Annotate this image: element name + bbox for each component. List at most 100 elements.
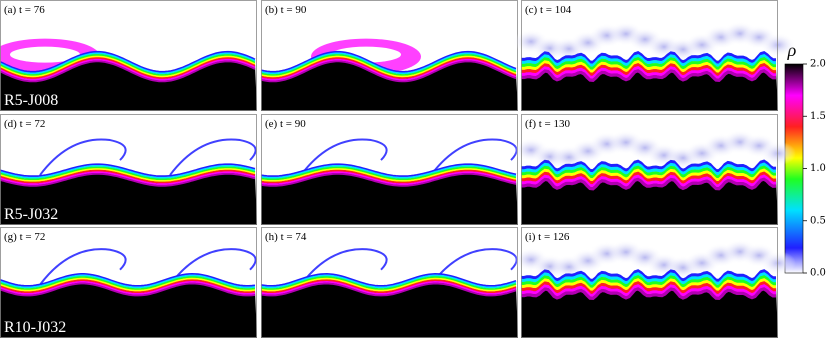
interface-band — [521, 165, 777, 179]
vortex — [300, 248, 388, 286]
interface-band — [260, 60, 517, 83]
interface-band — [260, 163, 517, 178]
panel-label: (h) t = 74 — [265, 231, 307, 243]
interface-band — [0, 55, 256, 78]
dense-region — [261, 278, 518, 338]
interface-band — [0, 173, 256, 187]
colorbar — [784, 63, 804, 274]
interface-band — [520, 275, 776, 289]
cloud — [760, 32, 796, 57]
interface-band — [520, 51, 776, 64]
interface-band — [0, 171, 256, 186]
panel-frame — [0, 227, 257, 338]
panel-label: (c) t = 104 — [525, 4, 572, 16]
interface-band — [260, 277, 517, 292]
panel-frame — [261, 114, 518, 225]
interface-band — [520, 60, 776, 73]
interface-band — [0, 60, 256, 83]
colorbar-tick-label: 0.5 — [810, 215, 826, 226]
interface-band — [260, 276, 517, 291]
interface-band — [260, 279, 517, 294]
panel: (h) t = 74 — [260, 227, 518, 338]
panel-label: (f) t = 130 — [525, 118, 570, 130]
colorbar-tick-label: 0.0 — [810, 268, 826, 279]
dense-region — [0, 169, 257, 225]
panel-label: (e) t = 90 — [265, 118, 306, 130]
panel-frame — [521, 0, 778, 111]
interface-band — [521, 168, 777, 182]
vortex — [39, 248, 127, 286]
row-label: R10-J032 — [4, 319, 66, 336]
row-label: R5-J008 — [4, 92, 58, 109]
panel-frame — [261, 0, 518, 111]
interface-band — [520, 278, 776, 292]
vortex — [39, 138, 127, 176]
interface-band — [260, 166, 517, 181]
panel: (a) t = 76 R5-J008 — [0, 0, 257, 111]
interface-band — [260, 55, 517, 78]
interface-band — [0, 280, 256, 295]
vortex — [300, 138, 388, 176]
cloud — [760, 141, 796, 166]
interface-band — [0, 52, 256, 75]
panel-label: (d) t = 72 — [4, 118, 45, 130]
colorbar-tick-label: 1.0 — [810, 163, 826, 174]
interface-band — [0, 282, 256, 297]
cloud — [760, 251, 796, 276]
panel-frame — [521, 227, 778, 338]
panel: (b) t = 90 — [260, 0, 518, 111]
interface-band — [0, 274, 256, 289]
panel: (i) t = 126 — [513, 227, 796, 338]
interface-band — [260, 168, 517, 182]
dense-region — [0, 278, 257, 338]
interface-band — [260, 54, 517, 76]
interface-band — [260, 280, 517, 295]
interface-band — [0, 166, 256, 181]
panel: (g) t = 72 R10-J032 — [0, 227, 257, 338]
panel-label: (i) t = 126 — [525, 231, 570, 243]
interface-band — [520, 287, 776, 301]
interface-band — [260, 169, 517, 184]
row-label: R5-J032 — [4, 206, 58, 223]
interface-band — [521, 162, 777, 176]
panel-frame — [0, 0, 257, 111]
interface-band — [0, 50, 256, 73]
panel: (d) t = 72 R5-J032 — [0, 114, 257, 225]
interface-band — [260, 58, 517, 81]
dense-region — [261, 169, 518, 225]
panel-frame — [0, 114, 257, 225]
interface-band — [260, 50, 517, 73]
interface-band — [520, 281, 776, 295]
interface-band — [521, 171, 777, 185]
panel-label: (a) t = 76 — [4, 4, 45, 16]
interface-band — [0, 165, 256, 179]
vortex-core — [10, 46, 80, 63]
dense-region — [261, 56, 518, 111]
interface-band — [520, 63, 776, 76]
panel: (e) t = 90 — [260, 114, 518, 225]
interface-band — [521, 177, 777, 191]
interface-band — [0, 58, 256, 81]
interface-band — [260, 282, 517, 297]
interface-band — [0, 57, 256, 80]
interface-band — [0, 163, 256, 178]
interface-band — [0, 54, 256, 76]
panel-frame — [521, 114, 778, 225]
panel: (f) t = 130 — [513, 114, 796, 225]
vortex — [169, 138, 257, 176]
interface-band — [260, 171, 517, 186]
interface-band — [0, 279, 256, 294]
interface-band — [260, 165, 517, 179]
interface-band — [260, 272, 517, 287]
panel-label: (g) t = 72 — [4, 231, 45, 243]
interface-band — [0, 276, 256, 290]
interface-band — [521, 174, 777, 188]
interface-band — [0, 168, 256, 182]
interface-band — [520, 284, 776, 298]
interface-band — [520, 54, 776, 67]
colorbar-tick-label: 1.5 — [810, 111, 826, 122]
colorbar-tick-label: 2.0 — [810, 59, 826, 70]
interface-band — [260, 274, 517, 289]
panel-label: (b) t = 90 — [265, 4, 307, 16]
